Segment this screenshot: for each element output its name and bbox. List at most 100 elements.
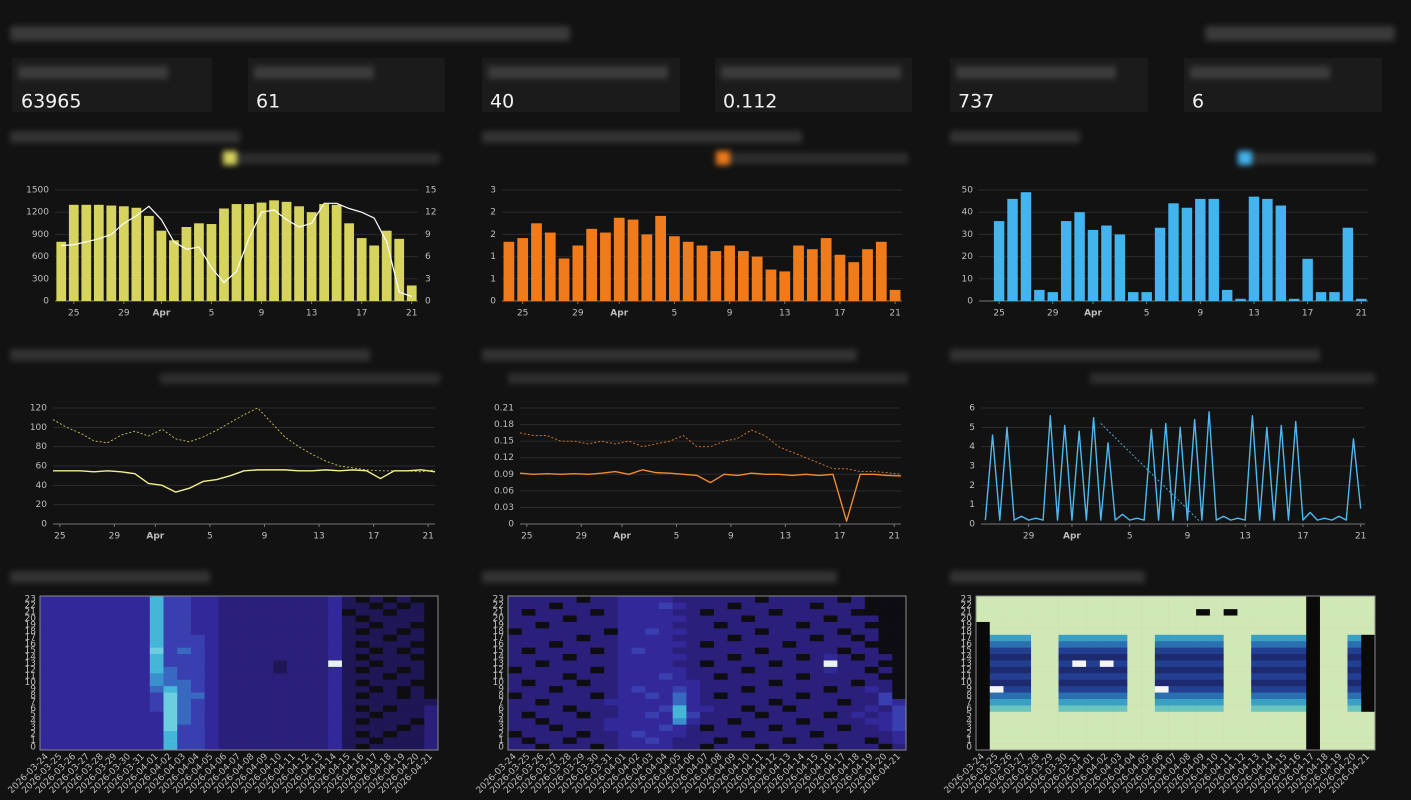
- heat-cell: [1361, 711, 1376, 719]
- heat-cell: [1072, 724, 1087, 732]
- heat-cell: [383, 679, 398, 687]
- heat-cell: [1292, 685, 1307, 693]
- heat-cell: [1141, 692, 1156, 699]
- heat-cell: [823, 717, 838, 725]
- heat-cell: [1072, 608, 1087, 616]
- heat-cell: [1306, 621, 1321, 629]
- heat-cell: [700, 692, 715, 699]
- heat-cell: [1017, 743, 1032, 751]
- heat-cell: [81, 621, 96, 629]
- heat-cell: [177, 666, 192, 674]
- x-tick-label: 13: [780, 532, 791, 542]
- heat-cell: [328, 615, 343, 622]
- heat-cell: [686, 634, 701, 642]
- heat-cell: [768, 615, 783, 622]
- heat-cell: [1168, 737, 1183, 744]
- heat-cell: [741, 692, 756, 699]
- heat-cell: [94, 653, 109, 661]
- heat-cell: [1264, 698, 1279, 706]
- heat-cell: [645, 724, 660, 732]
- heat-cell: [1292, 743, 1307, 751]
- heat-cell: [328, 730, 343, 738]
- bar: [1329, 292, 1340, 301]
- heat-cell: [1031, 737, 1046, 744]
- heat-cell: [1347, 596, 1362, 603]
- heat-cell: [53, 615, 68, 622]
- heat-cell: [1127, 705, 1142, 712]
- heat-cell: [410, 608, 425, 616]
- heat-cell: [410, 692, 425, 699]
- heat-cell: [1182, 743, 1197, 751]
- heat-cell: [1113, 711, 1128, 719]
- heat-cell: [328, 685, 343, 693]
- bar: [406, 285, 417, 301]
- legend-swatch: [1238, 151, 1252, 165]
- x-tick-label: 29: [1047, 309, 1059, 319]
- heat-cell: [878, 666, 893, 674]
- heat-cell: [355, 666, 370, 674]
- heat-cell: [273, 621, 288, 629]
- heat-cell: [713, 705, 728, 712]
- bar: [394, 238, 405, 301]
- heat-cell: [535, 660, 550, 667]
- heat-cell: [163, 640, 178, 648]
- heat-cell: [273, 705, 288, 712]
- heat-cell: [976, 653, 991, 661]
- heat-cell: [700, 685, 715, 693]
- heat-cell: [549, 724, 564, 732]
- heat-cell: [686, 698, 701, 706]
- heat-cell: [851, 628, 866, 635]
- heat-cell: [1003, 666, 1018, 674]
- bar: [875, 241, 887, 301]
- heat-cell: [713, 602, 728, 610]
- bar: [848, 262, 860, 301]
- heat-cell: [1319, 743, 1335, 751]
- heat-cell: [768, 724, 783, 732]
- heat-cell: [1361, 640, 1376, 648]
- heat-cell: [1017, 711, 1032, 719]
- heat-cell: [549, 673, 564, 680]
- heat-cell: [190, 653, 205, 661]
- bar: [194, 223, 204, 301]
- heat-cell: [1127, 640, 1142, 648]
- heat-cell: [521, 737, 536, 744]
- heat-cell: [355, 717, 370, 725]
- bar: [793, 245, 804, 301]
- heat-cell: [1361, 615, 1376, 622]
- heat-cell: [40, 615, 55, 622]
- heat-cell: [1141, 660, 1156, 667]
- heat-cell: [590, 679, 605, 687]
- heat-cell: [218, 628, 233, 635]
- heat-cell: [396, 698, 411, 706]
- heat-cell: [768, 660, 783, 667]
- heat-cell: [768, 602, 783, 610]
- heat-cell: [535, 596, 550, 603]
- heat-cell: [53, 679, 68, 687]
- heat-cell: [823, 621, 838, 629]
- heat-cell: [67, 640, 82, 648]
- heat-cell: [727, 634, 742, 642]
- heat-cell: [40, 634, 55, 642]
- heat-cell: [314, 711, 329, 719]
- heat-cell: [1347, 685, 1362, 693]
- heat-cell: [837, 608, 852, 616]
- heat-cell: [1168, 634, 1183, 642]
- heat-cell: [535, 717, 550, 725]
- heat-cell: [1086, 602, 1101, 610]
- heat-cell: [53, 653, 68, 661]
- y-tick-label: 0: [967, 297, 973, 307]
- heat-cell: [727, 647, 742, 655]
- heat-cell: [1209, 608, 1224, 616]
- x-tick-label: 25: [993, 309, 1004, 319]
- heat-cell: [809, 653, 824, 661]
- bar: [1221, 289, 1233, 301]
- heat-cell: [1099, 737, 1114, 744]
- heat-cell: [232, 730, 247, 738]
- heat-cell: [369, 634, 384, 642]
- bar: [1047, 292, 1059, 301]
- heat-cell: [562, 730, 577, 738]
- heat-cell: [383, 730, 398, 738]
- heat-cell: [424, 743, 439, 751]
- heat-cell: [1182, 634, 1197, 642]
- heat-cell: [122, 673, 137, 680]
